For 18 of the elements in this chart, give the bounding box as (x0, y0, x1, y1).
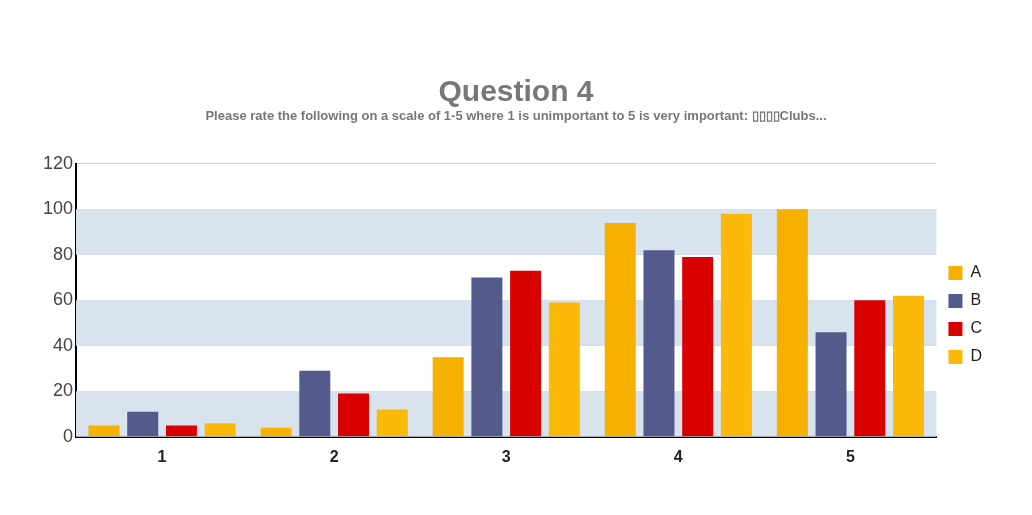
x-tick-label: 4 (673, 447, 683, 465)
y-tick-label: 80 (53, 243, 74, 264)
y-tick-label: 60 (53, 289, 74, 310)
y-tick-label: 120 (42, 152, 74, 173)
y-tick-label: 20 (53, 380, 74, 401)
x-tick-label: 5 (845, 447, 855, 465)
chart-title: Question 4 (437, 74, 595, 108)
legend-label: C (970, 319, 983, 337)
x-tick-label: 1 (157, 447, 167, 465)
legend-label: A (970, 263, 982, 281)
legend-label: B (970, 291, 982, 309)
x-tick-label: 2 (329, 447, 339, 465)
x-tick-label: 3 (501, 447, 511, 465)
y-tick-label: 40 (53, 334, 74, 355)
y-tick-label: 100 (42, 198, 74, 219)
legend-label: D (970, 347, 983, 365)
y-tick-label: 0 (63, 425, 74, 446)
chart-subtitle: Please rate the following on a scale of 1-5 where 1 is unimportant to 5 is very important: ▯▯▯▯Clubs... (204, 108, 828, 123)
